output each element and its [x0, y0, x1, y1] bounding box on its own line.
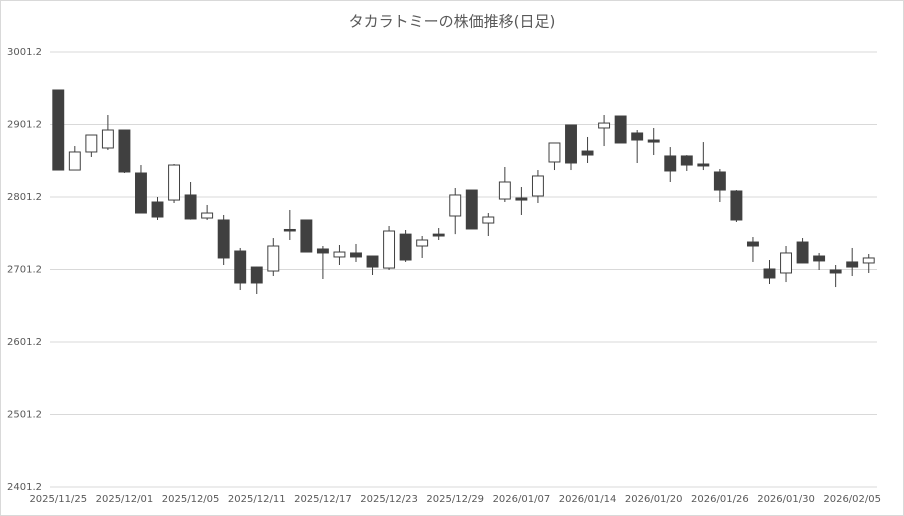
candle-body — [548, 142, 561, 163]
candle-body — [217, 219, 230, 259]
candle-body — [283, 228, 296, 232]
candle-body — [432, 233, 445, 237]
candle-body — [730, 190, 743, 221]
candle-body — [482, 216, 495, 224]
candle-body — [250, 266, 263, 284]
x-tick-label: 2025/12/11 — [228, 494, 286, 505]
x-tick-label: 2025/12/17 — [294, 494, 352, 505]
candle-body — [184, 194, 197, 220]
y-tick-label: 2601.2 — [7, 337, 42, 348]
x-tick-label: 2026/01/07 — [493, 494, 551, 505]
x-tick-label: 2026/02/05 — [823, 494, 881, 505]
candle-body — [449, 194, 462, 217]
candle-body — [614, 115, 627, 144]
candle-body — [101, 129, 114, 149]
candle-body — [647, 139, 660, 143]
candle-body — [680, 155, 693, 166]
candle-body — [746, 241, 759, 247]
y-tick-label: 2801.2 — [7, 192, 42, 203]
chart-title: タカラトミーの株価推移(日足) — [349, 13, 556, 31]
candle-body — [531, 175, 544, 197]
y-tick-label: 2701.2 — [7, 265, 42, 276]
candle-body — [780, 252, 792, 274]
x-tick-label: 2026/01/20 — [625, 494, 683, 505]
candle-body — [366, 255, 379, 268]
candle-body — [151, 201, 164, 218]
candle-body — [515, 197, 528, 201]
candle-body — [52, 89, 65, 171]
x-tick-label: 2025/12/29 — [426, 494, 484, 505]
x-tick-label: 2025/12/01 — [96, 494, 154, 505]
candle-body — [416, 239, 429, 247]
y-tick-label: 3001.2 — [7, 47, 42, 58]
candle-body — [135, 172, 147, 214]
candle-body — [399, 233, 412, 261]
candle-body — [234, 250, 247, 284]
candle-body — [829, 269, 842, 274]
candle-body — [664, 155, 677, 172]
candle-body — [697, 163, 710, 167]
candle-body — [846, 261, 859, 268]
candle-body — [631, 132, 644, 141]
candle-body — [383, 230, 396, 269]
x-tick-label: 2025/12/23 — [360, 494, 418, 505]
candle-body — [813, 255, 826, 262]
y-tick-label: 2501.2 — [7, 410, 42, 421]
candle-body — [350, 252, 362, 258]
candle-body — [763, 268, 776, 279]
candle-body — [85, 134, 98, 153]
candle-body — [498, 181, 511, 200]
candle-body — [168, 164, 181, 201]
candle-body — [862, 257, 875, 264]
candle-body — [465, 189, 478, 230]
candle-body — [713, 171, 726, 191]
candle-body — [333, 251, 346, 258]
x-tick-label: 2025/11/25 — [29, 494, 87, 505]
candle-body — [118, 129, 131, 173]
x-tick-label: 2025/12/05 — [162, 494, 220, 505]
candle-body — [267, 245, 280, 272]
y-tick-label: 2901.2 — [7, 120, 42, 131]
x-tick-label: 2026/01/26 — [691, 494, 749, 505]
candle-body — [796, 241, 809, 264]
candle-body — [565, 124, 577, 164]
candle-body — [598, 122, 611, 129]
x-tick-label: 2026/01/14 — [559, 494, 617, 505]
candle-body — [201, 212, 214, 219]
candle-body — [300, 219, 313, 253]
x-tick-label: 2026/01/30 — [757, 494, 815, 505]
candle-body — [68, 151, 81, 171]
y-tick-label: 2401.2 — [7, 482, 42, 493]
candle-body — [316, 248, 329, 254]
candle-body — [581, 150, 594, 156]
